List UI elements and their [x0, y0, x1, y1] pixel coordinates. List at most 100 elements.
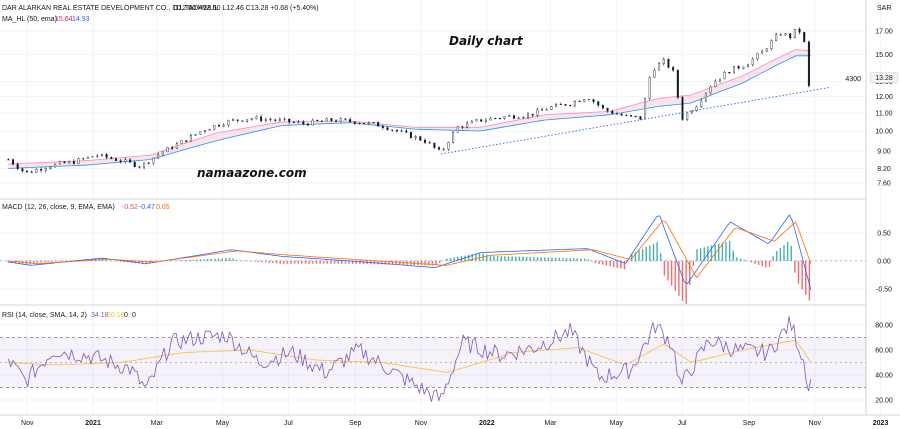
macd-histogram-bar [631, 253, 633, 261]
candle-body [49, 166, 52, 169]
candle-body [639, 116, 642, 120]
macd-histogram-bar [304, 260, 307, 264]
macd-histogram-bar [54, 260, 57, 262]
candle-body [709, 86, 712, 94]
macd-tick-label: 0.00 [877, 258, 891, 265]
candle-body [35, 169, 38, 173]
macd-histogram-bar [522, 256, 524, 261]
macd-histogram-bar [428, 260, 430, 266]
macd-histogram-bar [703, 247, 705, 261]
macd-histogram-bar [362, 260, 365, 264]
macd-histogram-bar [714, 244, 716, 261]
macd-histogram-bar [616, 260, 618, 268]
macd-histogram-bar [739, 258, 742, 261]
candle-body [339, 118, 342, 122]
candle-body [578, 101, 581, 103]
macd-histogram-bar [728, 240, 731, 261]
macd-histogram-bar [181, 260, 183, 261]
macd-histogram-bar [805, 260, 807, 295]
candle-body [77, 158, 80, 164]
candle-body [541, 109, 544, 111]
candle-body [110, 157, 113, 159]
price-tick-label: 12.00 [875, 94, 893, 101]
macd-histogram-bar [257, 260, 260, 262]
macd-histogram-bar [518, 256, 521, 261]
candle-body [166, 147, 169, 153]
macd-histogram-bar [587, 259, 589, 261]
macd-histogram-bar [797, 260, 800, 284]
macd-histogram-bar [232, 258, 234, 261]
macd-histogram-bar [689, 260, 691, 285]
rsi-tick-label: 80.00 [875, 323, 893, 330]
candle-body [751, 58, 754, 66]
ma-indicator-label[interactable]: MA_HL (50, ema) [2, 16, 57, 23]
candle-body [82, 158, 85, 160]
candle-body [143, 162, 146, 168]
rsi-indicator-label[interactable]: RSI (14, close, SMA, 14, 2) [2, 312, 87, 319]
price-tick-label: 7.60 [877, 180, 891, 187]
candle-body [634, 115, 637, 117]
macd-histogram-bar [32, 260, 35, 264]
candle-body [133, 161, 136, 167]
candle-body [747, 64, 750, 68]
website-watermark: namaazone.com [197, 166, 307, 180]
macd-histogram-bar [612, 260, 615, 267]
candle-body [260, 116, 263, 122]
macd-histogram-bar [591, 260, 593, 262]
candle-body [555, 103, 558, 107]
candle-body [676, 69, 679, 98]
macd-histogram-bar [790, 245, 792, 261]
macd-histogram-bar [757, 260, 760, 265]
candle-body [587, 99, 590, 101]
candles [7, 27, 810, 174]
macd-histogram-bar [235, 260, 238, 261]
candle-body [583, 99, 586, 102]
candle-body [658, 63, 661, 71]
macd-histogram-bar [424, 260, 426, 266]
macd-histogram-bar [203, 259, 205, 261]
macd-histogram-bar [438, 260, 441, 263]
candle-body [527, 113, 530, 118]
candle-body [358, 122, 361, 124]
candle-body [424, 140, 427, 143]
macd-histogram-bar [554, 257, 557, 261]
macd-histogram-bar [638, 250, 640, 261]
macd-histogram-bar [312, 260, 314, 264]
candle-body [438, 147, 441, 150]
candle-body [180, 140, 183, 144]
macd-histogram-bar [768, 260, 771, 267]
macd-histogram-bar [272, 260, 274, 264]
ma-value-1: 15.64 [55, 16, 73, 23]
time-tick-label: Nov [415, 420, 428, 427]
macd-histogram-bar [420, 260, 423, 266]
time-axis-ticks: Nov 2021 Mar May Jul Sep Nov 2022 Mar May Jul Sep No… [21, 420, 888, 427]
macd-histogram-bar [475, 253, 477, 261]
rsi-tick-label: 40.00 [875, 373, 893, 380]
rsi-ma-line [8, 339, 812, 373]
candle-body [72, 161, 75, 164]
macd-histogram-bar [663, 260, 666, 276]
candle-body [718, 78, 721, 82]
symbol-label[interactable]: DAR ALARKAN REAL ESTATE DEVELOPMENT CO.,… [2, 5, 218, 12]
candle-body [199, 131, 202, 135]
macd-histogram-bar [725, 241, 727, 261]
candle-body [292, 121, 295, 123]
candle-body [414, 136, 417, 139]
macd-layer [7, 214, 812, 304]
candle-body [395, 129, 398, 132]
time-tick-label: Jul [284, 420, 293, 427]
macd-histogram-bar [380, 260, 383, 265]
candle-body [335, 120, 338, 122]
candle-body [756, 53, 759, 60]
candle-body [353, 121, 356, 124]
candle-body [227, 120, 230, 126]
macd-histogram-bar [123, 260, 126, 262]
candle-body [433, 142, 436, 148]
trendline [440, 87, 830, 155]
candle-body [381, 126, 384, 128]
macd-histogram-bar [210, 258, 212, 261]
candle-body [297, 121, 300, 123]
macd-histogram-bar [602, 260, 604, 265]
macd-indicator-label[interactable]: MACD (12, 26, close, 9, EMA, EMA) [2, 204, 115, 211]
